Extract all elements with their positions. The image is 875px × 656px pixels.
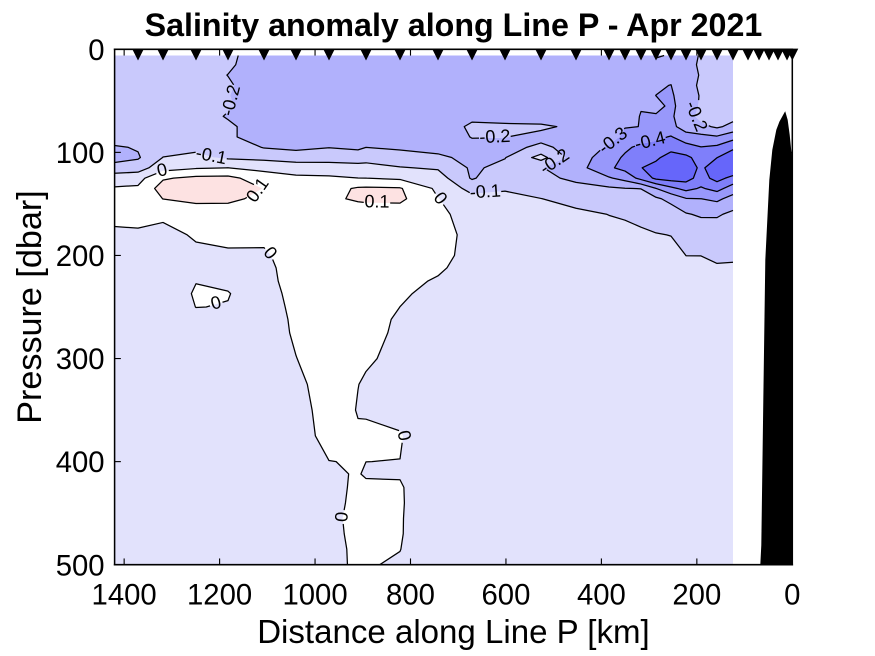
svg-text:1000: 1000 [282, 578, 347, 611]
svg-text:0: 0 [155, 159, 169, 181]
svg-text:200: 200 [672, 578, 721, 611]
svg-text:1400: 1400 [92, 578, 157, 611]
svg-text:500: 500 [56, 549, 105, 582]
svg-text:0.1: 0.1 [364, 191, 389, 211]
svg-text:600: 600 [482, 578, 531, 611]
svg-text:-0.1: -0.1 [469, 180, 501, 202]
svg-text:-0.2: -0.2 [479, 126, 511, 147]
svg-text:200: 200 [56, 240, 105, 273]
svg-text:0: 0 [394, 428, 416, 442]
svg-text:0: 0 [331, 511, 352, 523]
svg-text:300: 300 [56, 343, 105, 376]
svg-text:0: 0 [208, 292, 223, 314]
svg-text:800: 800 [386, 578, 435, 611]
svg-text:Distance along Line P [km]: Distance along Line P [km] [257, 614, 649, 651]
svg-text:Pressure [dbar]: Pressure [dbar] [11, 190, 49, 424]
svg-text:1200: 1200 [187, 578, 252, 611]
svg-text:Salinity anomaly along Line P: Salinity anomaly along Line P - Apr 2021 [145, 7, 763, 43]
svg-text:400: 400 [56, 446, 105, 479]
svg-text:0: 0 [88, 34, 104, 67]
svg-text:0: 0 [784, 578, 800, 611]
svg-text:100: 100 [56, 137, 105, 170]
svg-text:400: 400 [577, 578, 626, 611]
